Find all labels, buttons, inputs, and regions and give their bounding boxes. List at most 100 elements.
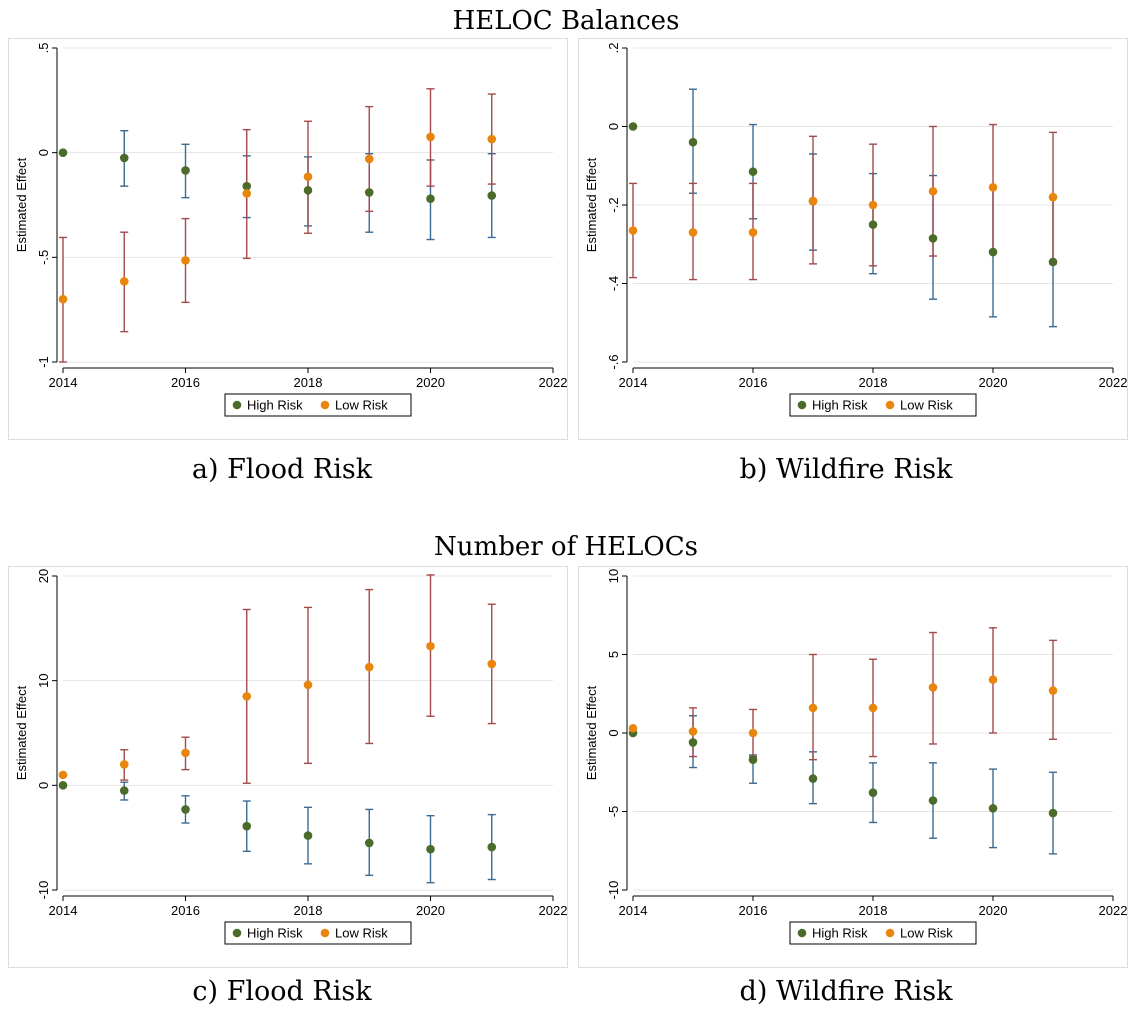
low-risk-point <box>119 760 129 769</box>
panel-frame <box>578 38 1128 440</box>
top-section-title: HELOC Balances <box>452 6 680 36</box>
x-tick-label: 2016 <box>171 375 200 390</box>
high-risk-point <box>1048 808 1058 818</box>
high-risk-point <box>1048 257 1058 267</box>
y-tick-label: 5 <box>606 651 621 658</box>
legend-low-risk-label: Low Risk <box>900 398 953 413</box>
low-risk-point <box>868 703 878 713</box>
high-risk-point <box>58 781 68 790</box>
legend-low-risk-marker <box>885 400 895 410</box>
x-tick-label: 2018 <box>859 903 888 918</box>
chart-panel-b: -.6 -.4 -.2 0 .2 2014 2016 2018 2020 2022 Estimate… <box>578 38 1128 440</box>
legend-low-risk-marker <box>320 400 330 410</box>
y-tick-label: -.4 <box>606 276 621 291</box>
x-tick-label: 2020 <box>416 903 445 918</box>
x-tick-label: 2014 <box>49 903 78 918</box>
low-risk-point <box>688 727 698 736</box>
high-risk-point <box>988 804 998 813</box>
legend-high-risk-marker <box>797 928 807 938</box>
high-risk-point <box>748 755 758 764</box>
high-risk-point <box>426 844 435 854</box>
low-risk-point <box>808 196 818 206</box>
legend-high-risk-label: High Risk <box>812 926 868 941</box>
low-risk-point <box>1048 192 1058 202</box>
legend-high-risk-marker <box>232 928 242 938</box>
high-risk-point <box>119 153 129 163</box>
low-risk-point <box>487 134 497 144</box>
x-tick-label: 2022 <box>539 375 568 390</box>
high-risk-point <box>303 186 313 195</box>
legend-low-risk-marker <box>885 928 895 938</box>
legend-box <box>789 393 977 417</box>
x-tick-label: 2022 <box>1099 903 1128 918</box>
x-tick-label: 2014 <box>619 903 648 918</box>
legend-box <box>224 921 412 945</box>
y-tick-label: 10 <box>606 569 621 583</box>
legend-box <box>789 921 977 945</box>
high-risk-point <box>181 166 190 175</box>
y-tick-label: 10 <box>36 673 51 687</box>
caption-c: c) Flood Risk <box>192 976 372 1007</box>
x-tick-label: 2020 <box>979 375 1008 390</box>
y-tick-label: -.6 <box>606 354 621 369</box>
y-axis-title: Estimated Effect <box>14 157 29 252</box>
low-risk-point <box>426 641 435 651</box>
x-tick-label: 2020 <box>979 903 1008 918</box>
caption-a: a) Flood Risk <box>191 454 373 485</box>
legend-high-risk-marker <box>797 400 807 410</box>
caption-b: b) Wildfire Risk <box>739 454 953 485</box>
low-risk-point <box>928 186 938 196</box>
y-tick-label: -1 <box>36 356 51 368</box>
low-risk-point <box>242 189 252 198</box>
panel-frame <box>8 566 568 968</box>
panel-frame <box>8 38 568 440</box>
x-tick-label: 2022 <box>1099 375 1128 390</box>
low-risk-point <box>364 662 374 672</box>
low-risk-point <box>988 675 998 684</box>
y-tick-label: .5 <box>36 43 51 54</box>
low-risk-point <box>119 277 129 286</box>
low-risk-point <box>242 692 252 701</box>
legend-low-risk-label: Low Risk <box>900 926 953 941</box>
low-risk-point <box>487 659 497 669</box>
y-tick-label: 20 <box>36 569 51 583</box>
y-tick-label: 0 <box>606 729 621 736</box>
high-risk-point <box>748 167 758 176</box>
high-risk-point <box>181 805 190 814</box>
low-risk-point <box>868 200 878 210</box>
high-risk-point <box>928 234 938 243</box>
y-tick-label: -10 <box>36 881 51 900</box>
high-risk-point <box>988 247 998 257</box>
panel-frame <box>578 566 1128 968</box>
low-risk-point <box>364 154 374 164</box>
x-tick-label: 2018 <box>294 375 323 390</box>
low-risk-point <box>181 256 190 265</box>
high-risk-point <box>688 738 698 747</box>
low-risk-point <box>426 132 435 142</box>
high-risk-point <box>58 148 68 157</box>
x-tick-label: 2018 <box>294 903 323 918</box>
chart-panel-d: -10 -5 0 5 10 2014 2016 2018 2020 2022 Estimated E… <box>578 566 1128 968</box>
x-tick-label: 2020 <box>416 375 445 390</box>
legend-box <box>224 393 412 417</box>
high-risk-point <box>928 796 938 805</box>
low-risk-point <box>928 683 938 692</box>
x-tick-label: 2018 <box>859 375 888 390</box>
x-tick-label: 2016 <box>739 903 768 918</box>
y-tick-label: 0 <box>606 123 621 130</box>
low-risk-point <box>58 294 68 304</box>
x-tick-label: 2016 <box>171 903 200 918</box>
y-tick-label: -10 <box>606 881 621 900</box>
low-risk-point <box>303 172 313 182</box>
legend-low-risk-marker <box>320 928 330 938</box>
chart-panel-c: -10 0 10 20 2014 2016 2018 2020 2022 Estimated Ef… <box>8 566 568 968</box>
low-risk-point <box>1048 686 1058 695</box>
x-tick-label: 2014 <box>619 375 648 390</box>
low-risk-point <box>748 228 758 237</box>
low-risk-point <box>628 226 638 235</box>
high-risk-point <box>242 821 252 831</box>
legend-low-risk-label: Low Risk <box>335 398 388 413</box>
legend-high-risk-label: High Risk <box>247 926 303 941</box>
y-tick-label: -.5 <box>36 250 51 265</box>
y-tick-label: 0 <box>36 149 51 156</box>
